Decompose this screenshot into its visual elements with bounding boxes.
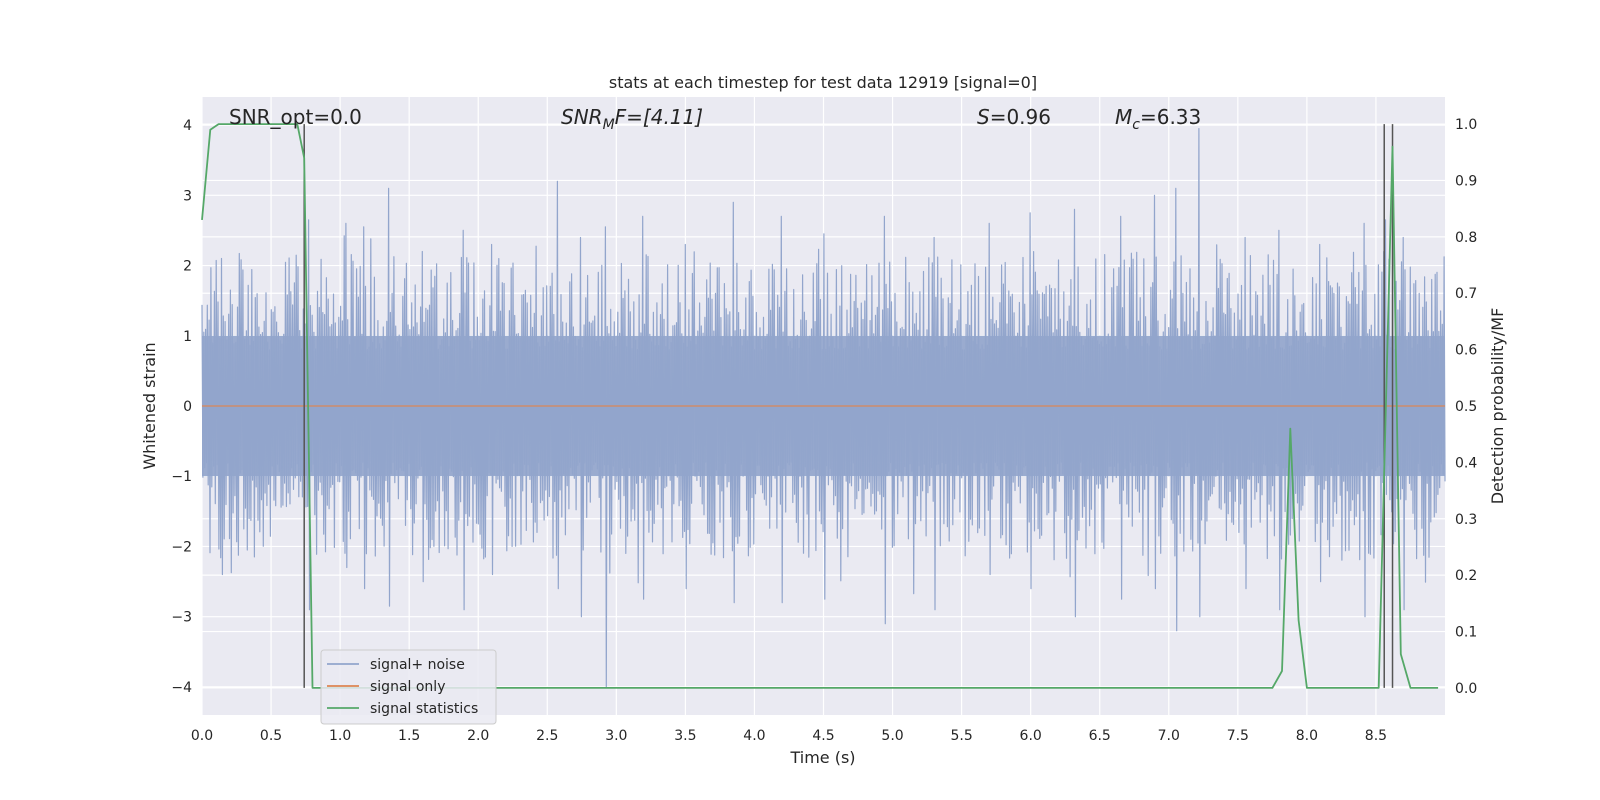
legend-box <box>320 649 497 725</box>
right-tick-label: 0.2 <box>1455 568 1477 584</box>
x-tick-label: 3.0 <box>605 728 627 744</box>
x-tick-label: 0.0 <box>191 728 213 744</box>
x-tick-label: 8.5 <box>1365 728 1387 744</box>
s-rest: =0.96 <box>990 105 1051 129</box>
left-y-axis-label: Whitened strain <box>140 342 159 469</box>
x-tick-label: 8.0 <box>1296 728 1318 744</box>
right-tick-label: 0.6 <box>1455 343 1477 359</box>
legend-label-signal-only: signal only <box>370 679 445 695</box>
legend-label-signal-statistics: signal statistics <box>370 701 478 717</box>
signal-statistics-line <box>201 123 1439 689</box>
mc-rest: =6.33 <box>1140 105 1201 129</box>
snr-opt-annotation: SNR_opt=0.0 <box>229 105 362 129</box>
mc-annotation: Mc=6.33 <box>1115 105 1201 133</box>
right-tick-label: 0.0 <box>1455 681 1477 697</box>
left-tick-label: 3 <box>183 188 192 204</box>
x-tick-label: 2.5 <box>536 728 558 744</box>
snr-mf-annotation: SNRMF=[4.11] <box>561 105 703 133</box>
left-y-axis: 4 3 2 1 0 −1 −2 −3 −4 <box>171 118 192 696</box>
right-tick-label: 0.9 <box>1455 173 1477 189</box>
left-tick-label: 0 <box>183 399 192 415</box>
left-tick-label: −3 <box>171 610 192 626</box>
right-tick-label: 0.1 <box>1455 625 1477 641</box>
right-tick-label: 0.3 <box>1455 512 1477 528</box>
chart-title: stats at each timestep for test data 129… <box>609 73 1037 92</box>
left-tick-label: −1 <box>171 469 192 485</box>
vertical-markers <box>303 124 1394 688</box>
x-tick-label: 1.0 <box>329 728 351 744</box>
x-tick-label: 4.5 <box>812 728 834 744</box>
signal-statistics-series <box>201 123 1439 689</box>
right-tick-label: 1.0 <box>1455 117 1477 133</box>
x-tick-label: 5.5 <box>950 728 972 744</box>
x-tick-label: 3.5 <box>674 728 696 744</box>
right-y-axis: 1.0 0.9 0.8 0.7 0.6 0.5 0.4 0.3 0.2 0.1 0.0 <box>1455 117 1477 697</box>
snr-mf-rest: F=[4.11] <box>615 105 703 129</box>
snr-mf-sub: M <box>603 117 615 133</box>
x-tick-label: 6.0 <box>1020 728 1042 744</box>
noise-line <box>201 128 1446 688</box>
mc-sub: c <box>1132 117 1140 133</box>
left-tick-label: −4 <box>171 680 192 696</box>
legend-label-signal-noise: signal+ noise <box>370 657 465 673</box>
x-tick-label: 2.0 <box>467 728 489 744</box>
left-tick-label: 1 <box>183 329 192 345</box>
s-annotation: S=0.96 <box>977 105 1051 129</box>
right-tick-label: 0.5 <box>1455 399 1477 415</box>
s-var: S <box>977 105 990 129</box>
x-axis: 0.0 0.5 1.0 1.5 2.0 2.5 3.0 3.5 4.0 4.5 5.0 5.5 6.0 6… <box>191 728 1387 744</box>
x-tick-label: 7.5 <box>1227 728 1249 744</box>
left-tick-label: 4 <box>183 118 192 134</box>
x-axis-label: Time (s) <box>789 748 855 767</box>
right-tick-label: 0.7 <box>1455 286 1477 302</box>
x-tick-label: 1.5 <box>398 728 420 744</box>
x-tick-label: 5.0 <box>881 728 903 744</box>
x-tick-label: 7.0 <box>1158 728 1180 744</box>
legend: signal+ noise signal only signal statist… <box>320 649 497 725</box>
right-tick-label: 0.8 <box>1455 230 1477 246</box>
mc-var: M <box>1115 105 1132 129</box>
left-tick-label: 2 <box>183 259 192 275</box>
snr-mf-var: SNR <box>561 105 603 129</box>
right-tick-label: 0.4 <box>1455 455 1477 471</box>
left-tick-label: −2 <box>171 539 192 555</box>
right-y-axis-label: Detection probability/MF <box>1488 308 1507 505</box>
x-tick-label: 4.0 <box>743 728 765 744</box>
x-tick-label: 0.5 <box>260 728 282 744</box>
x-tick-label: 6.5 <box>1089 728 1111 744</box>
